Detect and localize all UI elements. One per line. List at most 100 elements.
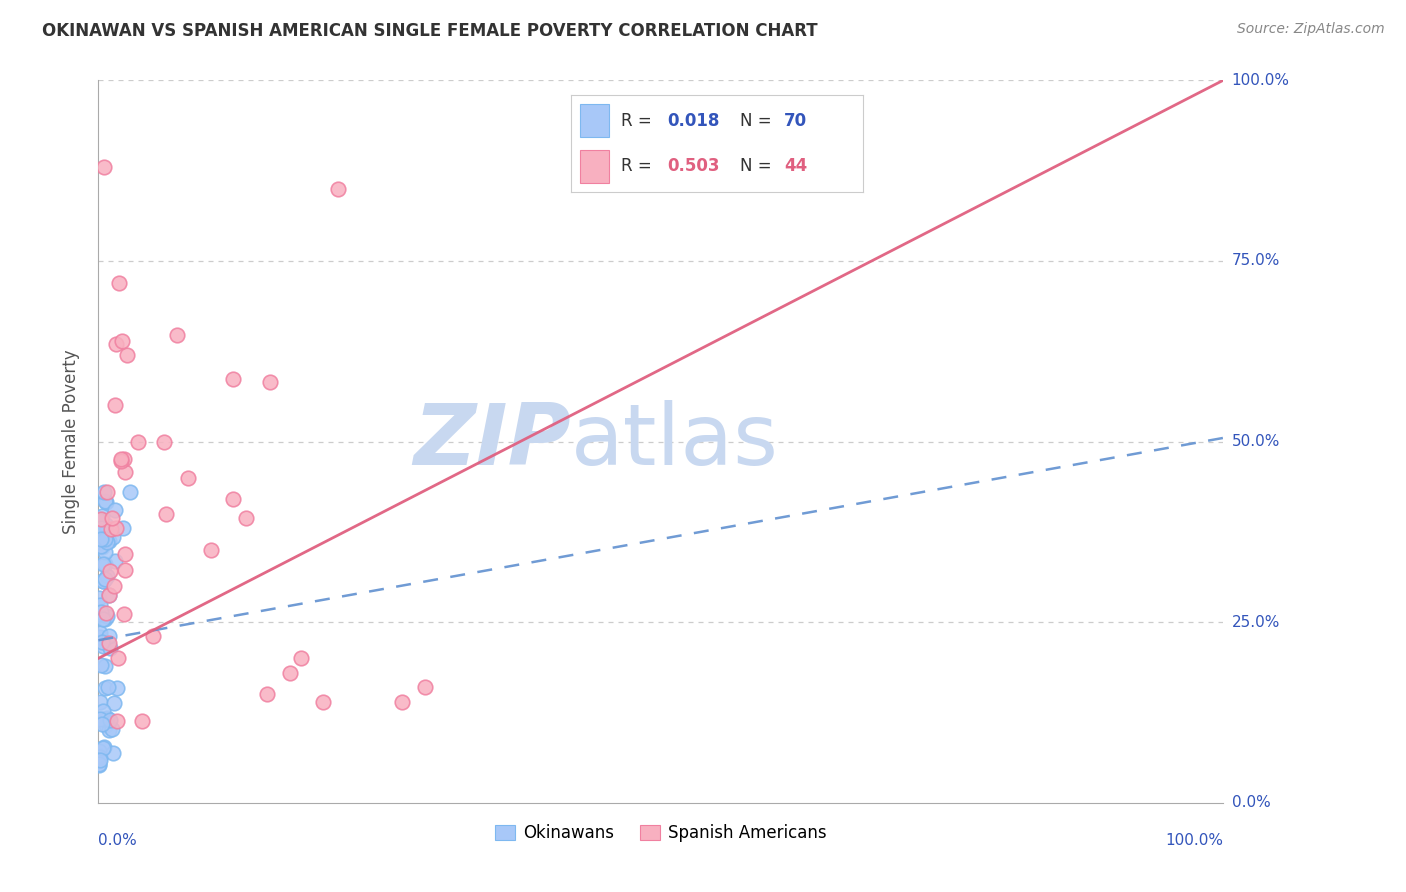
Point (90, 539, 112, 553)
Point (114, 547, 136, 561)
Point (87, 744, 110, 758)
Point (112, 451, 135, 466)
Point (89, 591, 111, 605)
Point (166, 327, 188, 342)
Point (326, 182, 349, 196)
Point (105, 337, 128, 351)
Point (89, 607, 111, 621)
Point (89, 630, 111, 644)
Point (91, 741, 114, 756)
Text: OKINAWAN VS SPANISH AMERICAN SINGLE FEMALE POVERTY CORRELATION CHART: OKINAWAN VS SPANISH AMERICAN SINGLE FEMA… (42, 22, 818, 40)
Text: 100.0%: 100.0% (1166, 833, 1223, 848)
Point (89, 750, 111, 764)
Point (112, 521, 135, 535)
Point (100, 522, 122, 536)
Point (100, 722, 122, 736)
Point (114, 466, 136, 480)
Point (90, 521, 112, 535)
Point (94, 494, 117, 508)
Text: atlas: atlas (571, 400, 779, 483)
Text: Source: ZipAtlas.com: Source: ZipAtlas.com (1237, 22, 1385, 37)
Point (97, 636, 120, 650)
Text: 100.0%: 100.0% (1232, 73, 1289, 87)
Point (90, 528, 112, 542)
Point (89, 749, 111, 764)
Point (131, 714, 153, 728)
Point (96, 609, 118, 624)
Point (94, 517, 117, 532)
Point (91, 635, 114, 649)
Text: 0.0%: 0.0% (1232, 796, 1270, 810)
Point (111, 334, 134, 348)
Point (142, 629, 165, 643)
Text: 50.0%: 50.0% (1232, 434, 1279, 449)
Point (278, 665, 301, 680)
Point (413, 680, 436, 694)
Point (91, 535, 114, 549)
Point (91, 717, 114, 731)
Point (98, 588, 121, 602)
Point (107, 650, 129, 665)
Point (89, 695, 111, 709)
Point (177, 470, 200, 484)
Text: 25.0%: 25.0% (1232, 615, 1279, 630)
Point (89, 625, 111, 640)
Point (103, 696, 125, 710)
Point (101, 530, 124, 544)
Point (94, 545, 117, 559)
Point (98, 713, 121, 727)
Point (110, 454, 132, 468)
Point (100, 640, 122, 655)
Point (94, 532, 117, 546)
Point (90, 532, 112, 546)
Point (105, 681, 128, 696)
Point (235, 510, 257, 524)
Point (103, 746, 125, 760)
Point (97, 629, 120, 643)
Point (96, 711, 118, 725)
Point (89, 748, 111, 763)
Point (93, 484, 115, 499)
Point (256, 687, 278, 701)
Point (93, 557, 115, 571)
Point (114, 563, 136, 577)
Point (93, 739, 115, 754)
Point (94, 718, 117, 732)
Point (94, 681, 117, 696)
Point (96, 534, 118, 549)
Point (112, 607, 135, 622)
Text: 0.0%: 0.0% (98, 833, 138, 848)
Point (90, 657, 112, 672)
Point (96, 525, 118, 540)
Point (103, 579, 125, 593)
Point (104, 398, 127, 412)
Point (153, 434, 176, 449)
Point (89, 598, 111, 612)
Point (118, 485, 141, 500)
Point (93, 160, 115, 174)
Point (97, 533, 120, 548)
Legend: Okinawans, Spanish Americans: Okinawans, Spanish Americans (488, 817, 834, 848)
Point (94, 494, 117, 508)
Point (94, 606, 117, 620)
Point (115, 348, 138, 362)
Point (96, 484, 118, 499)
Point (90, 513, 112, 527)
Point (91, 574, 114, 588)
Point (87, 513, 110, 527)
Point (91, 574, 114, 588)
Point (200, 542, 222, 557)
Point (391, 695, 413, 709)
Point (222, 371, 245, 385)
Point (90, 605, 112, 619)
Point (97, 680, 120, 694)
Point (90, 540, 112, 554)
Point (110, 452, 132, 467)
Point (127, 434, 149, 449)
Point (89, 753, 111, 767)
Point (100, 511, 122, 525)
Point (94, 658, 117, 673)
Point (94, 558, 117, 572)
Point (90, 512, 112, 526)
Point (97, 588, 120, 602)
